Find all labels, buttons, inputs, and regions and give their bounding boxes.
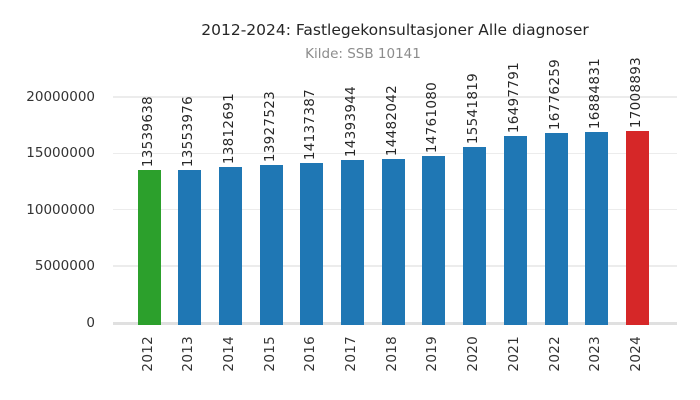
x-tick-label: 2018: [383, 336, 400, 372]
x-tick-label: 2022: [546, 336, 563, 372]
bar-value-label: 16884831: [587, 57, 604, 130]
chart-subtitle: Kilde: SSB 10141: [305, 46, 421, 62]
bar-value-label: 16497791: [505, 62, 522, 134]
x-tick-label: 2014: [220, 336, 237, 372]
x-tick-label: 2023: [587, 336, 604, 372]
bar-value-label: 15541819: [465, 73, 482, 145]
x-tick-label: 2024: [628, 336, 645, 372]
bar-2024: [626, 130, 650, 325]
gridline: [113, 96, 677, 98]
bar-value-label: 14393944: [343, 86, 360, 158]
bar-value-label: 17008893: [628, 56, 645, 128]
bar-2013: [178, 169, 202, 325]
y-tick-label: 15000000: [26, 145, 95, 162]
bar-value-label: 13553976: [180, 95, 197, 167]
gridline: [113, 152, 677, 155]
bar-2022: [544, 133, 568, 325]
y-tick-label: 20000000: [26, 88, 95, 105]
bar-2021: [503, 136, 527, 325]
bar-2018: [381, 159, 405, 325]
bar-value-label: 14761080: [424, 81, 441, 153]
bar-2020: [463, 147, 487, 325]
x-tick-label: 2019: [424, 336, 441, 372]
bar-value-label: 13927523: [261, 91, 278, 163]
bar-2016: [300, 163, 324, 325]
chart-title: 2012-2024: Fastlegekonsultasjoner Alle d…: [201, 21, 589, 39]
bar-2012: [137, 169, 161, 325]
bar-2023: [585, 132, 609, 325]
x-tick-label: 2017: [343, 336, 360, 372]
bar-value-label: 13539638: [139, 95, 156, 167]
x-tick-label: 2015: [261, 336, 278, 372]
bar-value-label: 14482042: [383, 85, 400, 157]
y-tick-label: 10000000: [26, 201, 95, 218]
y-tick-label: 5000000: [34, 258, 95, 275]
bar-2017: [341, 160, 365, 325]
bar-value-label: 16776259: [546, 59, 563, 131]
bar-value-label: 13812691: [220, 92, 237, 164]
bar-2015: [259, 165, 283, 325]
bar-value-label: 14137387: [302, 88, 319, 161]
x-tick-label: 2021: [505, 336, 522, 372]
bar-2014: [218, 166, 242, 325]
x-tick-label: 2012: [139, 336, 156, 372]
y-tick-label: 0: [86, 314, 95, 331]
bar-2019: [422, 155, 446, 325]
x-tick-label: 2013: [180, 336, 197, 372]
x-tick-label: 2016: [302, 336, 319, 372]
x-tick-label: 2020: [465, 336, 482, 372]
